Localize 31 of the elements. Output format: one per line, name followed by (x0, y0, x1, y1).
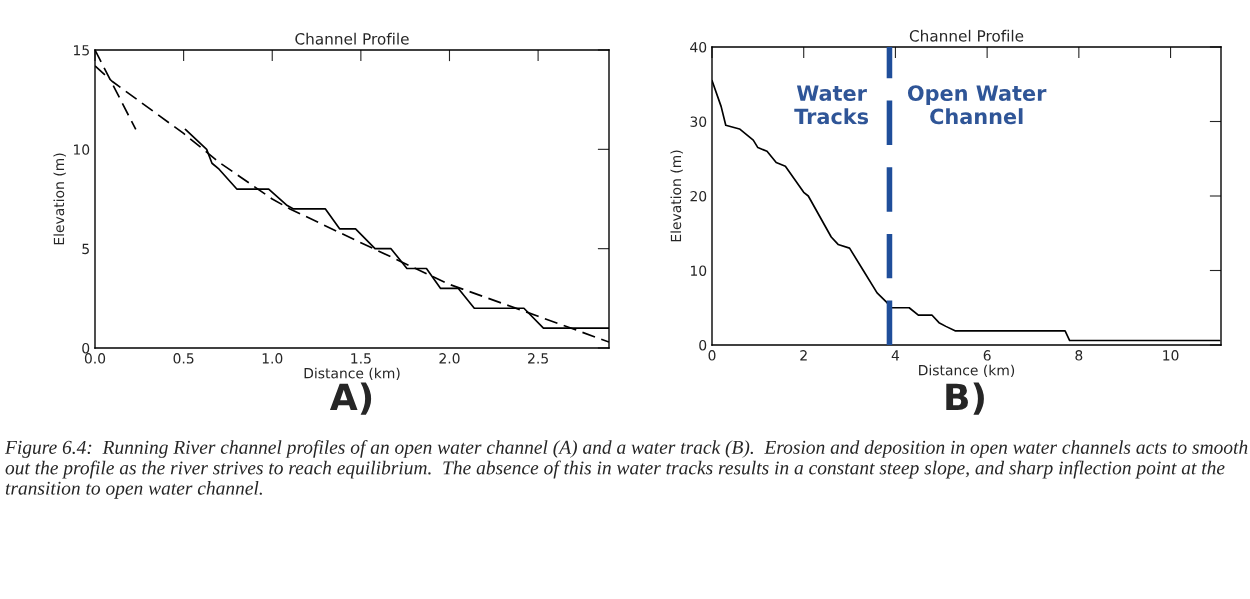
x-tick-label: 10 (1163, 350, 1179, 361)
text: A) (329, 382, 372, 415)
y-tick-label: 5 (82, 243, 89, 255)
y-tick-label: 20 (690, 190, 707, 202)
chart-title: Channel Profile (295, 32, 409, 45)
y-axis-title: Elevation (m) (670, 150, 683, 242)
x-tick-label: 0.5 (173, 353, 194, 364)
y-tick-label: 15 (73, 45, 89, 56)
x-tick-label: 2.0 (439, 353, 460, 364)
x-tick-label: 2 (800, 350, 807, 361)
y-tick-label: 10 (73, 144, 90, 155)
y-axis-title: Elevation (m) (53, 153, 66, 245)
y-tick-label: 30 (690, 116, 707, 127)
x-tick-label: 8 (1075, 350, 1083, 361)
x-axis-title: Distance (km) (919, 364, 1015, 378)
x-axis-title: Distance (km) (304, 367, 400, 381)
caption: Figure 6.4: Running River channel profiles of an open water channel (A) and a water track (B). Erosion and deposition in open water channels acts to smooth out the profile as the river strives to reach equilibrium. The absence of this in water tracks results in a constant steep slope, and sharp inflection point at the transition to open water channel. (4, 440, 1248, 499)
x-tick-label: 2.5 (528, 353, 548, 364)
annotation: Water Tracks (794, 85, 869, 125)
x-tick-label: 1.0 (262, 353, 283, 364)
x-tick-label: 0 (708, 350, 716, 361)
x-tick-label: 0.0 (84, 353, 106, 364)
y-tick-label: 40 (690, 41, 707, 53)
y-tick-label: 0 (699, 339, 707, 351)
annotation: Open Water Channel (907, 85, 1047, 125)
text: B) (946, 382, 984, 415)
y-tick-label: 10 (690, 265, 707, 276)
x-tick-label: 6 (983, 350, 991, 361)
x-tick-label: 4 (891, 350, 900, 361)
chart-title: Channel Profile (909, 29, 1024, 42)
x-tick-label: 1.5 (351, 353, 371, 364)
